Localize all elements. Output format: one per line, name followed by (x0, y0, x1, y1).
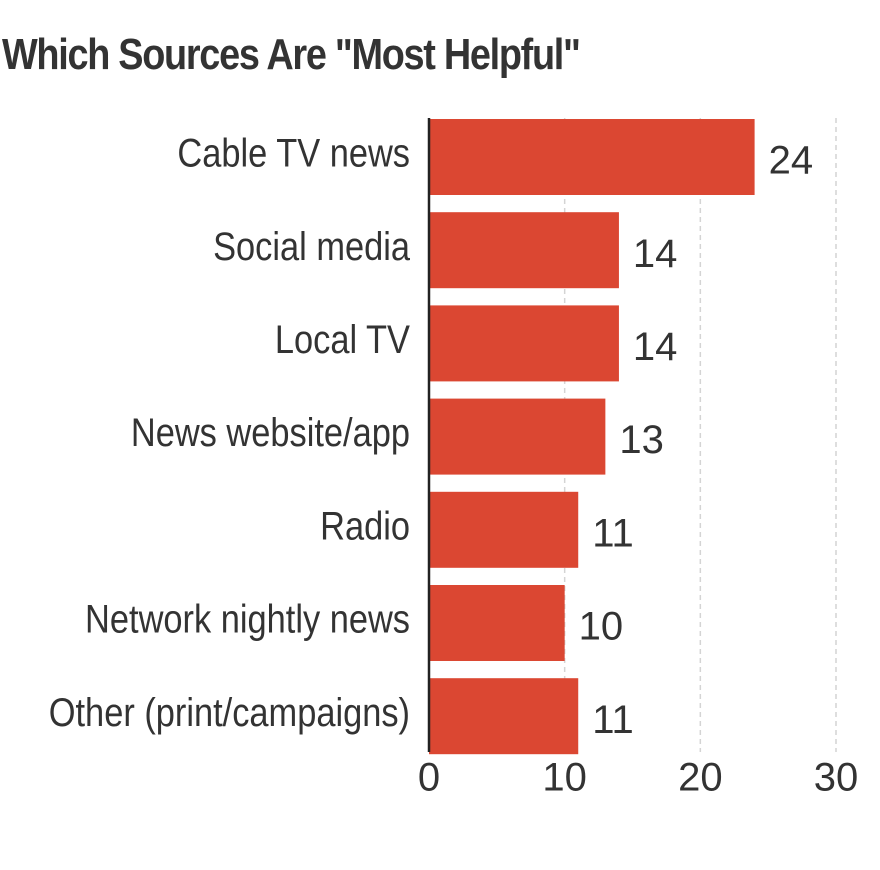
value-label: 11 (592, 511, 634, 555)
category-label: Other (print/campaigns) (49, 689, 410, 734)
category-label: News website/app (131, 410, 410, 455)
bar (429, 491, 579, 568)
x-tick-label: 10 (542, 756, 587, 800)
bar (429, 585, 565, 661)
value-label: 24 (769, 139, 814, 183)
bars (429, 119, 755, 755)
bar (429, 212, 619, 289)
chart-title: Which Sources Are "Most Helpful" (2, 30, 581, 79)
labels: Cable TV news 24 Social media 14 Local TV 14 N… (49, 130, 859, 799)
bar (429, 678, 579, 755)
bar (429, 398, 606, 475)
category-label: Local TV (275, 317, 410, 362)
category-label: Radio (320, 503, 410, 548)
x-tick-label: 30 (814, 756, 859, 800)
category-label: Network nightly news (85, 596, 410, 641)
category-label: Cable TV news (177, 130, 410, 175)
bar (429, 305, 619, 382)
x-tick-label: 20 (678, 756, 723, 800)
category-label: Social media (213, 223, 410, 268)
value-label: 14 (633, 325, 678, 369)
value-label: 10 (579, 605, 624, 649)
value-label: 11 (592, 698, 634, 742)
bar (429, 119, 755, 195)
value-label: 13 (619, 418, 664, 462)
x-tick-label: 0 (418, 756, 440, 800)
value-label: 14 (633, 232, 678, 276)
